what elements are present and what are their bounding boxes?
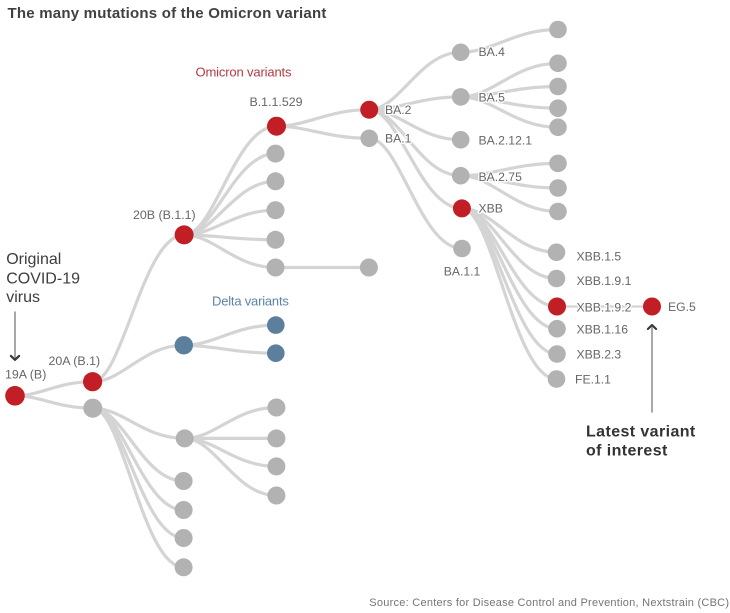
svg-text:XBB.1.9.2: XBB.1.9.2 [577, 301, 632, 315]
svg-text:BA.5: BA.5 [479, 90, 506, 104]
svg-text:virus: virus [6, 289, 40, 306]
svg-text:Latest variant: Latest variant [586, 423, 696, 440]
svg-text:FE.1.1: FE.1.1 [575, 373, 611, 387]
svg-text:19A (B): 19A (B) [5, 368, 46, 382]
svg-text:BA.2.12.1: BA.2.12.1 [479, 134, 533, 148]
svg-text:BA.2: BA.2 [385, 103, 412, 117]
svg-text:Source: Centers for Disease Co: Source: Centers for Disease Control and … [369, 597, 729, 609]
svg-text:COVID-19: COVID-19 [6, 271, 80, 288]
svg-text:XBB.1.16: XBB.1.16 [577, 323, 629, 337]
svg-text:BA.1.1: BA.1.1 [444, 265, 481, 279]
svg-text:20A (B.1): 20A (B.1) [49, 354, 101, 368]
svg-text:EG.5: EG.5 [668, 300, 696, 314]
svg-text:XBB: XBB [479, 202, 503, 216]
svg-text:BA.4: BA.4 [479, 45, 506, 59]
svg-text:The many mutations of the Omic: The many mutations of the Omicron varian… [8, 5, 327, 22]
svg-text:BA.1: BA.1 [385, 132, 412, 146]
svg-text:XBB.1.9.1: XBB.1.9.1 [577, 274, 632, 288]
svg-text:Delta variants: Delta variants [212, 294, 289, 309]
svg-text:Omicron variants: Omicron variants [196, 64, 292, 79]
svg-text:of interest: of interest [586, 442, 668, 459]
svg-text:20B (B.1.1): 20B (B.1.1) [133, 208, 196, 222]
svg-text:XBB.2.3: XBB.2.3 [577, 348, 622, 362]
svg-text:Original: Original [6, 251, 61, 268]
svg-text:B.1.1.529: B.1.1.529 [249, 95, 302, 109]
svg-text:XBB.1.5: XBB.1.5 [577, 249, 622, 263]
svg-text:BA.2.75: BA.2.75 [479, 170, 523, 184]
